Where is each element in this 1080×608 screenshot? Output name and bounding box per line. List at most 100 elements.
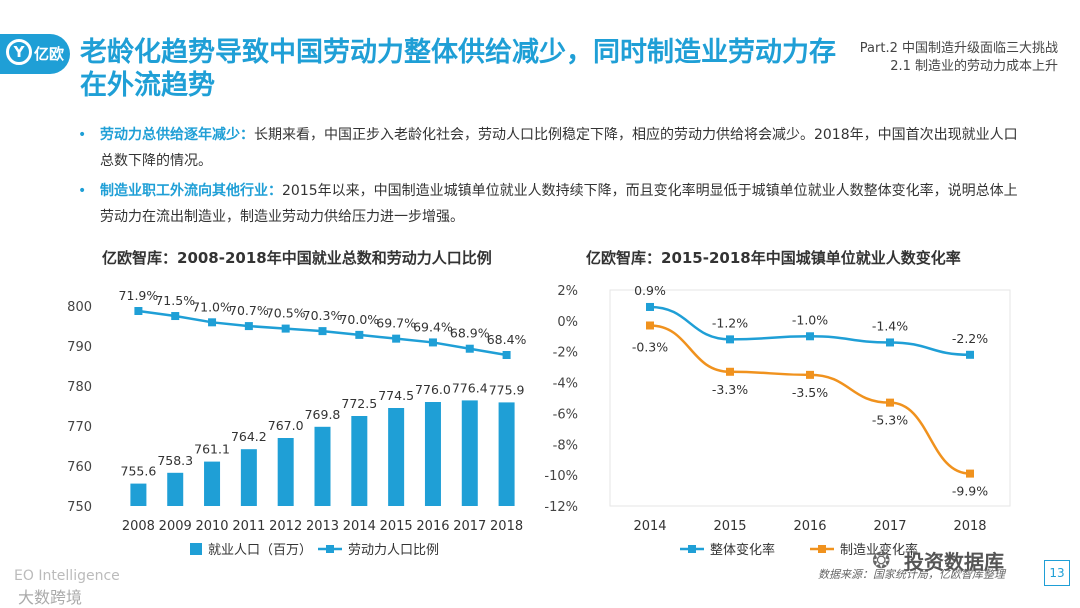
logo-text: 亿欧	[34, 45, 65, 63]
bar-label: 769.8	[305, 407, 341, 422]
chart2-title: 亿欧智库：2015-2018年中国城镇单位就业人数变化率	[586, 249, 961, 267]
bar-label: 775.9	[489, 382, 525, 397]
line-label: 68.4%	[487, 332, 527, 347]
bar	[388, 408, 405, 506]
bar	[130, 483, 147, 506]
legend-label: 劳动力人口比例	[348, 542, 439, 558]
bar	[498, 402, 515, 506]
point-label: 0.9%	[634, 283, 666, 298]
legend-marker	[818, 545, 826, 553]
line-point	[806, 332, 814, 341]
line-point	[646, 302, 654, 311]
line-label: 69.4%	[413, 319, 453, 334]
bullet-item: • 制造业职工外流向其他行业：2015年以来，中国制造业城镇单位就业人数持续下降…	[78, 178, 1018, 230]
legend-label: 整体变化率	[710, 542, 775, 558]
legend-marker	[688, 545, 696, 553]
x-tick-label: 2012	[269, 519, 302, 534]
bullet-item: • 劳动力总供给逐年减少：长期来看，中国正步入老龄化社会，劳动人口比例稳定下降，…	[78, 122, 1018, 174]
bar-label: 764.2	[231, 429, 267, 444]
section-label: Part.2 中国制造升级面临三大挑战 2.1 制造业的劳动力成本上升	[860, 40, 1058, 76]
y-tick-label: 2%	[557, 284, 578, 299]
page-number: 13	[1044, 560, 1070, 586]
point-label: -1.4%	[872, 318, 908, 333]
bar	[240, 449, 257, 506]
line-point	[355, 330, 364, 339]
line-label: 71.9%	[119, 288, 159, 303]
x-tick-label: 2017	[873, 519, 906, 534]
line-label: 70.3%	[303, 308, 343, 323]
y-tick-label: 790	[67, 340, 92, 355]
line-point	[281, 324, 290, 333]
y-tick-label: 760	[67, 460, 92, 475]
x-tick-label: 2010	[195, 519, 228, 534]
y-tick-label: 770	[67, 420, 92, 435]
bar-label: 772.5	[341, 396, 377, 411]
page-title: 老龄化趋势导致中国劳动力整体供给减少，同时制造业劳动力存在外流趋势	[80, 37, 836, 101]
plot-frame	[609, 289, 1011, 507]
bar	[461, 400, 478, 506]
legend-label: 制造业变化率	[840, 542, 918, 558]
y-tick-label: 800	[67, 300, 92, 315]
y-tick-label: -2%	[553, 346, 578, 361]
x-tick-label: 2013	[306, 519, 339, 534]
line-point	[244, 322, 253, 331]
wechat-icon: ❂	[872, 549, 891, 574]
bar	[277, 438, 294, 506]
point-label: -5.3%	[872, 413, 908, 428]
data-source: 数据来源：国家统计局，亿欧智库整理	[818, 568, 1005, 581]
bullet-dot-icon: •	[78, 127, 87, 143]
bar-label: 776.0	[415, 382, 451, 397]
y-tick-label: -6%	[553, 407, 578, 422]
section-subpart: 2.1 制造业的劳动力成本上升	[890, 59, 1058, 74]
line-label: 68.9%	[450, 326, 490, 341]
line-point	[726, 367, 734, 376]
bullet-text: 2015年以来，中国制造业城镇单位就业人数持续下降，而且变化率明显低于城镇单位就…	[100, 183, 1018, 225]
y-tick-label: -12%	[544, 500, 578, 515]
point-label: -2.2%	[952, 331, 988, 346]
line-point	[646, 321, 654, 330]
line-label: 69.7%	[376, 316, 416, 331]
x-tick-label: 2015	[713, 519, 746, 534]
y-tick-label: -10%	[544, 469, 578, 484]
line-point	[428, 338, 437, 347]
line-point	[966, 350, 974, 359]
y-tick-label: -4%	[553, 377, 578, 392]
x-tick-label: 2017	[453, 519, 486, 534]
bar	[314, 426, 331, 506]
chart1-employment: 750 760 770 780 790 800 2008 2009 2010 2011 2012 20…	[67, 288, 527, 558]
bullet-dot-icon: •	[78, 183, 87, 199]
x-tick-label: 2018	[490, 519, 523, 534]
bar-label: 758.3	[157, 453, 193, 468]
section-part: Part.2 中国制造升级面临三大挑战	[859, 41, 1058, 56]
line-label: 70.7%	[229, 303, 269, 318]
x-tick-label: 2015	[380, 519, 413, 534]
line-point	[171, 312, 180, 321]
x-tick-label: 2011	[232, 519, 265, 534]
line-label: 71.5%	[155, 293, 195, 308]
line-point	[392, 334, 401, 343]
legend-label: 就业人口（百万）	[208, 543, 312, 558]
line-label: 70.0%	[339, 312, 379, 327]
bar-label: 776.4	[452, 380, 488, 395]
bullet-lead: 制造业职工外流向其他行业：	[100, 183, 282, 199]
bar	[167, 472, 184, 506]
line-label: 70.5%	[266, 306, 306, 321]
bar-label: 755.6	[121, 464, 157, 479]
bullet-list: • 劳动力总供给逐年减少：长期来看，中国正步入老龄化社会，劳动人口比例稳定下降，…	[78, 122, 1018, 234]
legend-line-marker	[326, 545, 334, 553]
x-tick-label: 2016	[416, 519, 449, 534]
x-tick-label: 2008	[122, 519, 155, 534]
line-point	[966, 469, 974, 478]
line-point	[208, 318, 217, 327]
line-label: 71.0%	[192, 299, 232, 314]
line-point	[318, 327, 327, 336]
x-tick-label: 2018	[953, 519, 986, 534]
line-point	[806, 370, 814, 379]
point-label: -0.3%	[632, 339, 668, 354]
bullet-lead: 劳动力总供给逐年减少：	[100, 127, 254, 143]
chart2-change-rate: 2% 0% -2% -4% -6% -8% -10% -12% 2014 2015 2016 2017…	[544, 283, 1011, 558]
bar-label: 767.0	[268, 418, 304, 433]
brand-logo: Y 亿欧	[0, 34, 70, 74]
point-label: -1.0%	[792, 312, 828, 327]
line-point	[465, 344, 474, 353]
